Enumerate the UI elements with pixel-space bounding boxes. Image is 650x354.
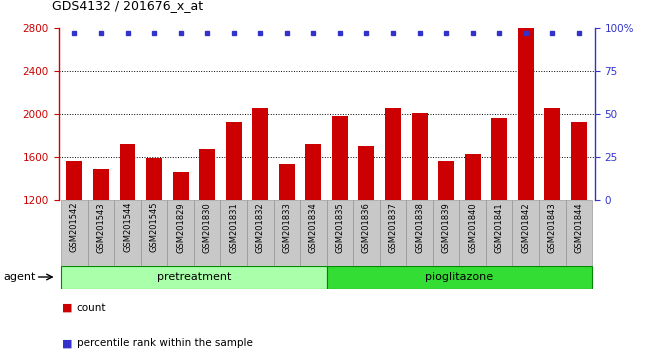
Bar xyxy=(326,200,353,266)
Bar xyxy=(220,200,247,266)
Bar xyxy=(518,28,534,200)
Text: percentile rank within the sample: percentile rank within the sample xyxy=(77,338,253,348)
Text: GSM201835: GSM201835 xyxy=(335,202,345,253)
Bar xyxy=(359,146,374,200)
Bar xyxy=(353,200,380,266)
Bar xyxy=(332,116,348,200)
Bar xyxy=(544,108,560,200)
Text: GSM201829: GSM201829 xyxy=(176,202,185,253)
Text: GSM201838: GSM201838 xyxy=(415,202,424,253)
Bar xyxy=(120,144,135,200)
Bar xyxy=(114,200,141,266)
Bar xyxy=(571,122,587,200)
Text: GSM201832: GSM201832 xyxy=(255,202,265,253)
Bar xyxy=(88,200,114,266)
Bar xyxy=(93,169,109,200)
Bar xyxy=(226,122,242,200)
Text: GSM201830: GSM201830 xyxy=(203,202,212,253)
Text: GSM201837: GSM201837 xyxy=(389,202,398,253)
Text: GDS4132 / 201676_x_at: GDS4132 / 201676_x_at xyxy=(52,0,203,12)
Bar xyxy=(512,200,539,266)
Text: GSM201841: GSM201841 xyxy=(495,202,504,253)
Text: GSM201545: GSM201545 xyxy=(150,202,159,252)
Bar xyxy=(61,200,88,266)
Text: GSM201836: GSM201836 xyxy=(362,202,371,253)
Bar xyxy=(194,200,220,266)
Bar xyxy=(279,164,294,200)
Text: GSM201544: GSM201544 xyxy=(123,202,132,252)
Text: ■: ■ xyxy=(62,338,72,348)
Text: GSM201839: GSM201839 xyxy=(441,202,450,253)
Bar xyxy=(539,200,566,266)
Bar xyxy=(252,108,268,200)
Bar xyxy=(247,200,274,266)
Text: GSM201831: GSM201831 xyxy=(229,202,238,253)
Bar xyxy=(433,200,460,266)
Bar xyxy=(438,161,454,200)
Bar xyxy=(300,200,326,266)
Bar xyxy=(141,200,167,266)
Bar xyxy=(66,161,83,200)
Text: pioglitazone: pioglitazone xyxy=(425,272,493,282)
Text: count: count xyxy=(77,303,106,313)
Text: GSM201843: GSM201843 xyxy=(548,202,557,253)
Bar xyxy=(146,158,162,200)
Bar xyxy=(326,266,592,289)
Bar xyxy=(167,200,194,266)
Text: GSM201844: GSM201844 xyxy=(575,202,583,253)
Text: GSM201842: GSM201842 xyxy=(521,202,530,253)
Bar xyxy=(274,200,300,266)
Bar xyxy=(465,154,480,200)
Bar xyxy=(306,144,321,200)
Bar xyxy=(199,149,215,200)
Bar xyxy=(380,200,406,266)
Bar xyxy=(61,266,326,289)
Text: GSM201542: GSM201542 xyxy=(70,202,79,252)
Bar xyxy=(406,200,433,266)
Text: GSM201840: GSM201840 xyxy=(468,202,477,253)
Bar xyxy=(491,119,507,200)
Bar xyxy=(566,200,592,266)
Text: GSM201834: GSM201834 xyxy=(309,202,318,253)
Bar xyxy=(460,200,486,266)
Text: agent: agent xyxy=(3,272,36,282)
Bar xyxy=(173,172,188,200)
Bar xyxy=(385,108,401,200)
Text: pretreatment: pretreatment xyxy=(157,272,231,282)
Text: GSM201833: GSM201833 xyxy=(282,202,291,253)
Text: ■: ■ xyxy=(62,303,72,313)
Text: GSM201543: GSM201543 xyxy=(96,202,105,253)
Bar xyxy=(411,113,428,200)
Bar xyxy=(486,200,512,266)
